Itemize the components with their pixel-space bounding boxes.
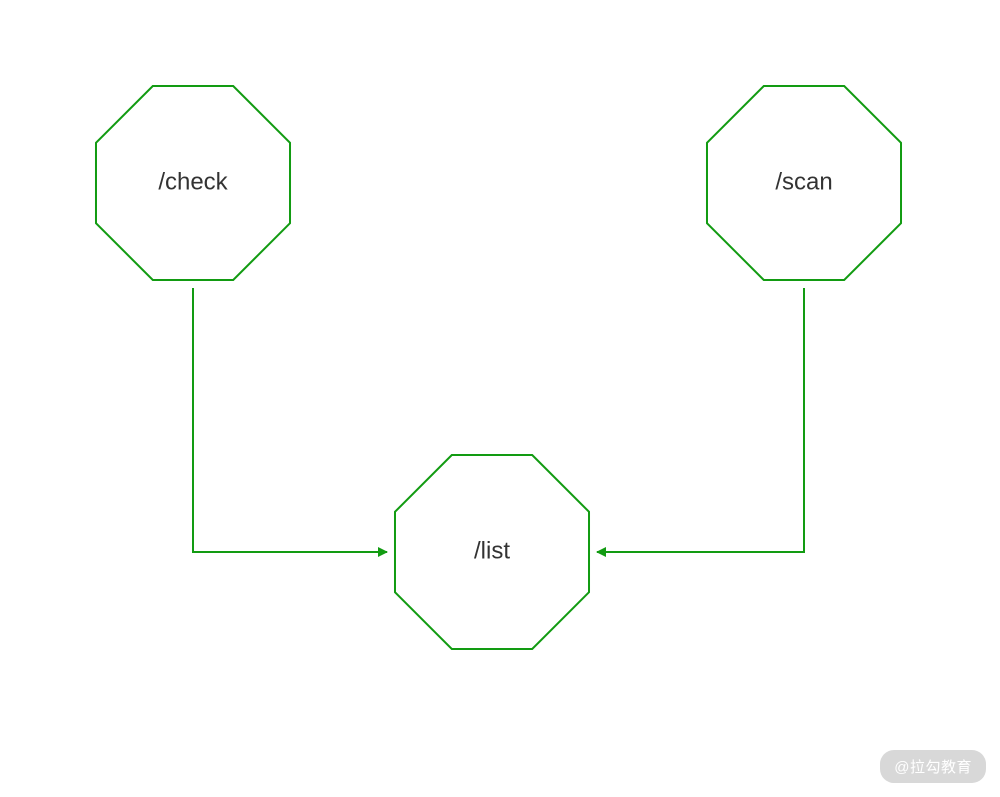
- watermark-badge: @拉勾教育: [880, 750, 986, 783]
- node-check-label: /check: [158, 168, 228, 195]
- edge-scan-to-list: [597, 288, 804, 552]
- edge-check-to-list: [193, 288, 387, 552]
- flowchart-diagram: /check/scan/list: [0, 0, 1000, 797]
- node-list-label: /list: [474, 537, 510, 564]
- node-list: /list: [395, 455, 589, 649]
- watermark-text: @拉勾教育: [894, 759, 972, 776]
- node-scan-label: /scan: [775, 168, 832, 195]
- node-scan: /scan: [707, 86, 901, 280]
- node-check: /check: [96, 86, 290, 280]
